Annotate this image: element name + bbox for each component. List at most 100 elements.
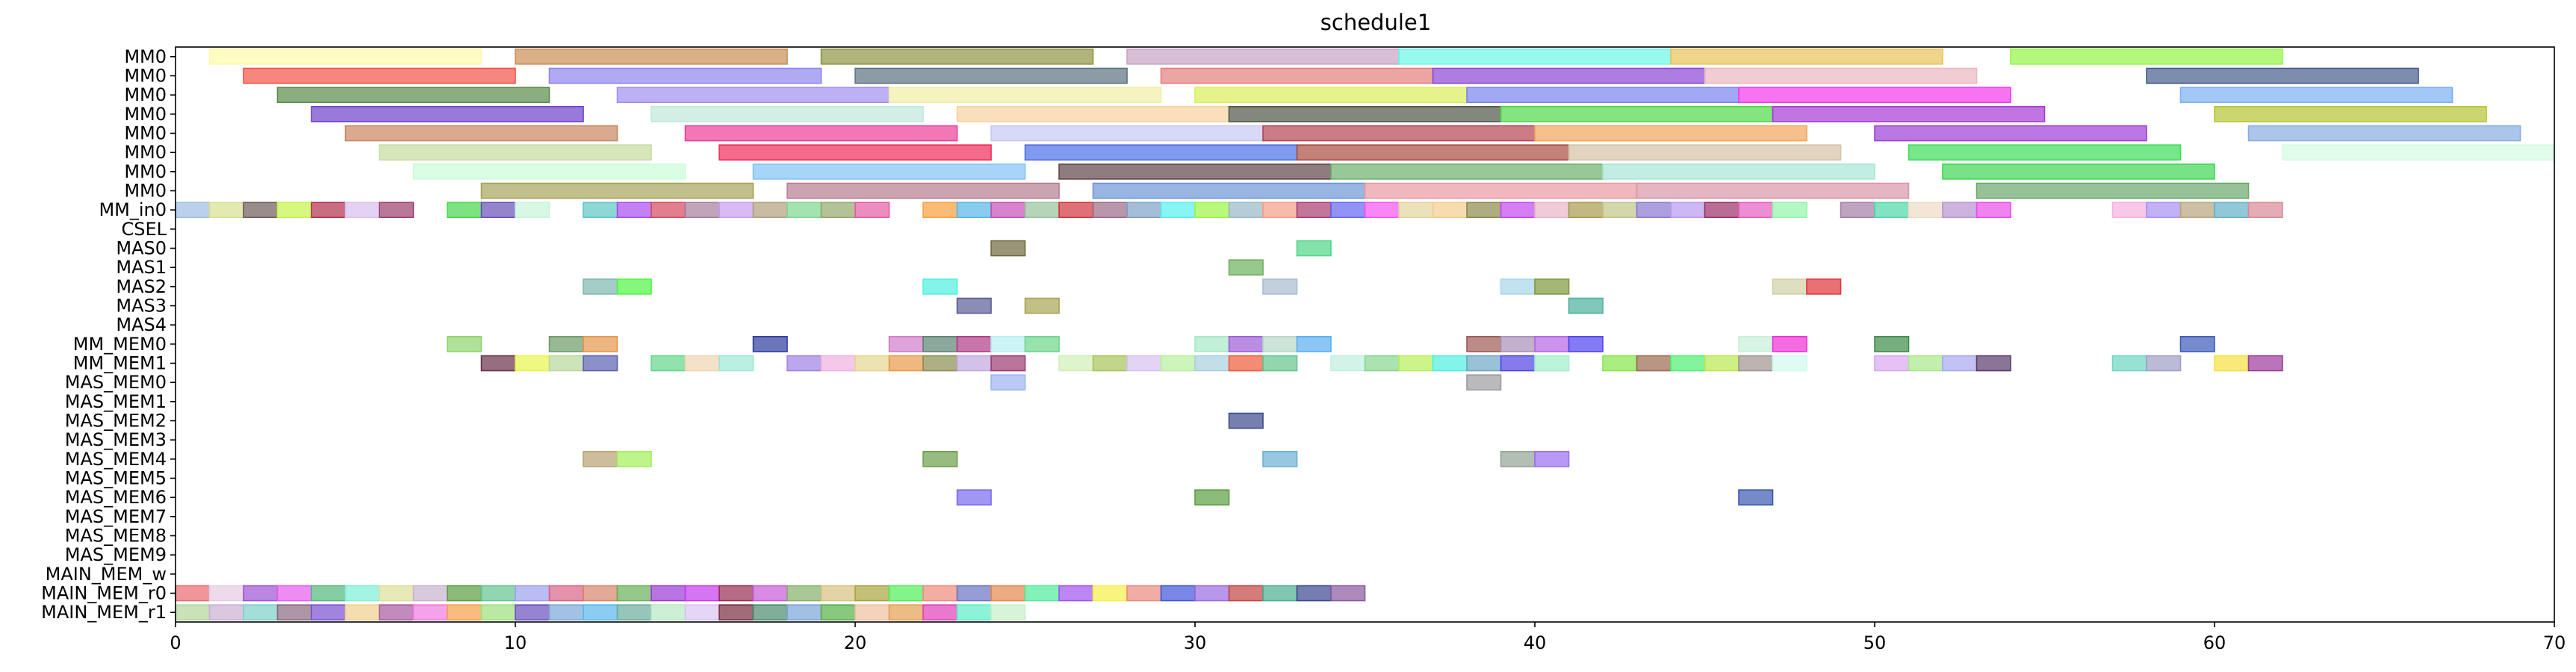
task-bar [1330, 355, 1366, 372]
y-tick-label: MAS2 [116, 276, 167, 297]
task-bar [1160, 67, 1434, 84]
task-bar [786, 585, 822, 602]
task-bar [1636, 202, 1672, 218]
task-bar [447, 604, 482, 620]
task-bar [1364, 202, 1400, 218]
task-bar [1262, 336, 1298, 352]
task-bar [1398, 355, 1434, 372]
task-bar [1534, 451, 1570, 467]
task-bar [1228, 585, 1264, 602]
task-bar [583, 451, 618, 467]
task-bar [243, 67, 516, 84]
task-bar [1194, 355, 1230, 372]
task-bar [1568, 202, 1604, 218]
task-bar [515, 585, 550, 602]
task-bar [480, 182, 754, 199]
task-bar [2179, 336, 2215, 352]
task-bar [651, 604, 686, 620]
task-bar [616, 279, 652, 295]
task-bar [344, 585, 380, 602]
task-bar [990, 585, 1026, 602]
task-bar [1194, 202, 1230, 218]
x-tick-label: 10 [504, 632, 527, 653]
task-bar [276, 585, 312, 602]
task-bar [1602, 355, 1638, 372]
task-bar [719, 202, 754, 218]
task-bar [447, 336, 482, 352]
task-bar [243, 604, 279, 620]
task-bar [1024, 585, 1060, 602]
x-tick-label: 40 [1524, 632, 1547, 653]
task-bar [888, 355, 924, 372]
task-bar [1500, 355, 1536, 372]
task-bar [1330, 585, 1366, 602]
x-tick-label: 60 [2203, 632, 2226, 653]
task-bar [1602, 164, 1875, 180]
x-tick-label: 50 [1863, 632, 1887, 653]
task-bar [752, 202, 788, 218]
task-bar [1534, 355, 1570, 372]
task-bar [1636, 182, 1910, 199]
task-bar [990, 336, 1026, 352]
task-bar [480, 202, 516, 218]
task-bar [1534, 279, 1570, 295]
task-bar [1738, 202, 1774, 218]
task-bar [276, 604, 312, 620]
task-bar [820, 355, 856, 372]
task-bar [888, 604, 924, 620]
y-tick-label: MM0 [124, 66, 167, 87]
task-bar [1194, 87, 1468, 103]
task-bar [515, 202, 550, 218]
task-bar [752, 604, 788, 620]
task-bar [1976, 355, 2011, 372]
task-bar [854, 585, 890, 602]
task-bar [1058, 202, 1094, 218]
y-tick-label: MM0 [124, 84, 167, 105]
task-bar [956, 202, 992, 218]
task-bar [1738, 355, 1774, 372]
task-bar [2247, 355, 2283, 372]
y-tick-label: MAS_MEM3 [65, 429, 167, 450]
task-bar [1024, 297, 1060, 314]
task-bar [854, 355, 890, 372]
task-bar [2146, 355, 2182, 372]
task-bar [1466, 374, 1502, 391]
task-bar [684, 355, 720, 372]
task-bar [1126, 202, 1162, 218]
task-bar [990, 604, 1026, 620]
task-bar [1976, 182, 2250, 199]
task-bar [1704, 355, 1739, 372]
y-tick-label: MM0 [124, 142, 167, 163]
task-bar [752, 336, 788, 352]
task-bar [854, 604, 890, 620]
task-bar [2214, 106, 2487, 122]
task-bar [1194, 336, 1230, 352]
chart-title: schedule1 [1320, 10, 1431, 35]
task-bar [956, 489, 992, 505]
task-bar [1840, 202, 1875, 218]
task-bar [719, 604, 754, 620]
task-bar [1126, 355, 1162, 372]
task-bar [583, 202, 618, 218]
task-bar [1092, 202, 1128, 218]
task-bar [786, 202, 822, 218]
y-tick-label: MM_MEM1 [73, 353, 167, 374]
task-bar [1500, 202, 1536, 218]
task-bar [1296, 202, 1332, 218]
y-tick-label: MAIN_MEM_r0 [41, 583, 167, 604]
task-bar [1534, 202, 1570, 218]
y-tick-label: MM0 [124, 46, 167, 67]
task-bar [311, 604, 347, 620]
x-tick-label: 30 [1184, 632, 1207, 653]
task-bar [515, 604, 550, 620]
task-bar [956, 106, 1230, 122]
y-tick-label: MAS4 [116, 314, 167, 335]
task-bar [1126, 49, 1400, 65]
task-bar [1874, 336, 1910, 352]
task-bar [2179, 202, 2215, 218]
task-bar [854, 202, 890, 218]
task-bar [1908, 144, 2182, 161]
task-bar [1466, 336, 1502, 352]
task-bar [2247, 202, 2283, 218]
